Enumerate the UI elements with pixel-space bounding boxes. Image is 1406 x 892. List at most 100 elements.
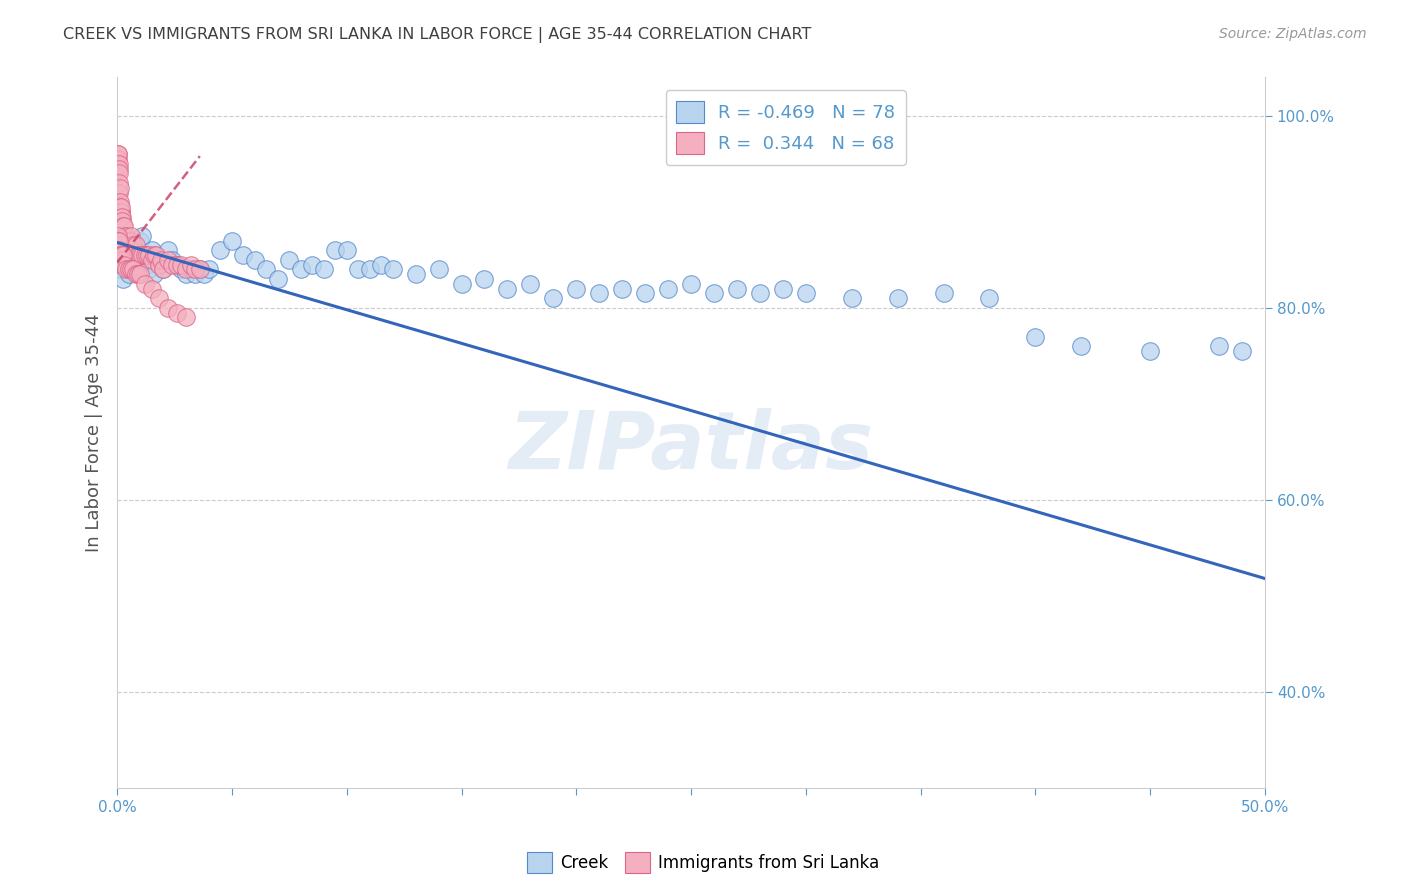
Point: [108, 234, 131, 248]
Point: [108, 181, 131, 195]
Point: [120, 228, 142, 243]
Point: [118, 267, 141, 281]
Point: [108, 166, 131, 180]
Point: [634, 286, 657, 301]
Point: [129, 248, 152, 262]
Point: [138, 248, 160, 262]
Point: [1230, 344, 1253, 359]
Point: [323, 244, 346, 258]
Text: Source: ZipAtlas.com: Source: ZipAtlas.com: [1219, 27, 1367, 41]
Point: [131, 228, 153, 243]
Point: [145, 248, 167, 262]
Point: [124, 267, 146, 281]
Point: [108, 244, 131, 258]
Point: [681, 277, 703, 291]
Point: [124, 238, 146, 252]
Point: [107, 147, 129, 161]
Point: [166, 258, 188, 272]
Point: [174, 310, 197, 325]
Point: [108, 195, 131, 210]
Point: [124, 262, 146, 277]
Point: [232, 248, 254, 262]
Point: [152, 262, 174, 277]
Point: [136, 248, 159, 262]
Point: [118, 262, 141, 277]
Point: [108, 200, 131, 214]
Point: [120, 262, 142, 277]
Point: [108, 248, 131, 262]
Point: [110, 210, 132, 224]
Point: [588, 286, 610, 301]
Point: [110, 262, 132, 277]
Point: [141, 282, 163, 296]
Point: [156, 244, 179, 258]
Point: [112, 219, 135, 234]
Point: [180, 262, 202, 277]
Point: [111, 214, 134, 228]
Point: [156, 301, 179, 315]
Point: [184, 267, 207, 281]
Point: [170, 262, 193, 277]
Point: [134, 277, 156, 291]
Point: [166, 258, 188, 272]
Point: [979, 291, 1001, 305]
Point: [108, 186, 131, 200]
Point: [427, 262, 450, 277]
Point: [703, 286, 725, 301]
Point: [174, 267, 197, 281]
Point: [111, 272, 134, 286]
Point: [107, 161, 129, 176]
Point: [134, 248, 156, 262]
Point: [110, 200, 132, 214]
Point: [450, 277, 472, 291]
Point: [474, 272, 496, 286]
Point: [198, 262, 221, 277]
Point: [290, 262, 312, 277]
Point: [108, 248, 131, 262]
Point: [136, 258, 159, 272]
Point: [117, 234, 139, 248]
Point: [188, 262, 211, 277]
Y-axis label: In Labor Force | Age 35-44: In Labor Force | Age 35-44: [86, 313, 103, 552]
Point: [107, 234, 129, 248]
Point: [129, 267, 152, 281]
Point: [122, 262, 145, 277]
Point: [748, 286, 770, 301]
Point: [174, 262, 197, 277]
Point: [112, 258, 135, 272]
Point: [543, 291, 565, 305]
Point: [359, 262, 381, 277]
Point: [122, 238, 145, 252]
Point: [193, 267, 215, 281]
Point: [794, 286, 817, 301]
Legend: R = -0.469   N = 78, R =  0.344   N = 68: R = -0.469 N = 78, R = 0.344 N = 68: [665, 90, 905, 165]
Point: [107, 228, 129, 243]
Point: [114, 228, 136, 243]
Point: [886, 291, 908, 305]
Point: [141, 252, 163, 267]
Legend: Creek, Immigrants from Sri Lanka: Creek, Immigrants from Sri Lanka: [520, 846, 886, 880]
Point: [188, 262, 211, 277]
Point: [110, 204, 132, 219]
Point: [180, 258, 202, 272]
Point: [127, 267, 149, 281]
Point: [111, 248, 134, 262]
Point: [107, 157, 129, 171]
Point: [184, 262, 207, 277]
Point: [1070, 339, 1092, 353]
Point: [127, 248, 149, 262]
Point: [932, 286, 955, 301]
Point: [725, 282, 748, 296]
Point: [110, 204, 132, 219]
Point: [111, 252, 134, 267]
Point: [107, 228, 129, 243]
Point: [115, 228, 138, 243]
Point: [519, 277, 541, 291]
Point: [138, 262, 160, 277]
Point: [156, 252, 179, 267]
Point: [107, 152, 129, 166]
Point: [111, 252, 134, 267]
Point: [127, 244, 149, 258]
Point: [347, 262, 370, 277]
Point: [148, 252, 170, 267]
